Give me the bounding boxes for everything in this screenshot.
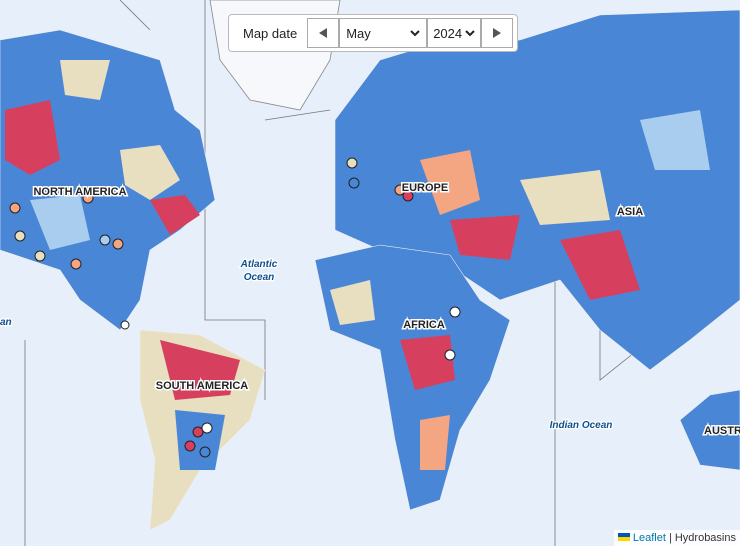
basin	[120, 145, 180, 200]
basin	[150, 195, 200, 235]
source-text: | Hydrobasins	[668, 532, 736, 544]
year-value: 2024	[433, 25, 463, 41]
basin	[30, 195, 90, 250]
month-select[interactable]: May	[339, 18, 428, 48]
region-label: AFRICA	[403, 319, 445, 331]
basin	[520, 170, 610, 225]
basin	[450, 215, 520, 260]
date-control: Map date May 2024	[228, 14, 519, 52]
control-label: Map date	[243, 25, 298, 41]
north-america	[0, 29, 216, 331]
station	[192, 426, 204, 438]
station	[70, 258, 82, 270]
basin	[420, 415, 450, 470]
year-select[interactable]: 2024	[427, 18, 482, 48]
basin	[175, 410, 225, 470]
prev-button[interactable]	[307, 18, 340, 48]
region-label: SOUTH AMERICA	[156, 380, 249, 392]
station	[112, 238, 124, 250]
timezone-lines	[24, 0, 701, 546]
station	[348, 177, 360, 189]
region-label: EUROPE	[402, 182, 448, 194]
station	[199, 446, 211, 458]
station	[394, 184, 406, 196]
region-label: ASIA	[617, 206, 643, 218]
station	[99, 234, 111, 246]
basin	[400, 335, 455, 390]
basin	[560, 230, 640, 300]
station	[201, 422, 213, 434]
leaflet-link[interactable]: Leaflet	[632, 532, 666, 544]
ocean-label: Atlantic	[240, 259, 278, 270]
station	[444, 349, 456, 361]
basin	[640, 110, 710, 170]
station	[34, 250, 46, 262]
attribution: Leaflet | Hydrobasins	[613, 530, 740, 546]
station	[120, 320, 130, 330]
station	[14, 230, 26, 242]
australia	[679, 389, 740, 471]
region-label: NORTH AMERICA	[33, 186, 126, 198]
basin	[160, 340, 240, 400]
month-value: May	[346, 25, 371, 41]
ocean-label: Indian Ocean	[550, 420, 613, 431]
region-label: AUSTR	[704, 425, 740, 437]
stations	[9, 157, 461, 458]
station	[402, 190, 414, 202]
basin	[5, 100, 60, 175]
basin	[330, 280, 375, 325]
station	[346, 157, 358, 169]
ocean-label: an	[0, 317, 12, 328]
ocean-label: Ocean	[244, 272, 275, 283]
flag-icon	[617, 533, 630, 541]
station	[9, 202, 21, 214]
basin	[60, 60, 110, 100]
basin	[420, 150, 480, 215]
station	[184, 440, 196, 452]
station	[82, 192, 94, 204]
next-button[interactable]	[481, 18, 514, 48]
station	[449, 306, 461, 318]
